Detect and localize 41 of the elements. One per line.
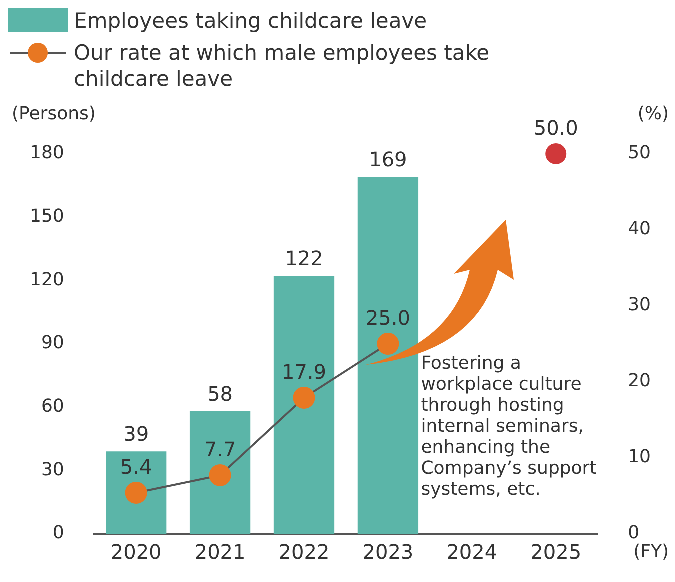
x-tick-label: 2021 — [194, 540, 246, 564]
data-label: 17.9 — [282, 360, 327, 384]
data-label: 39 — [124, 422, 150, 446]
annotation: Fostering a workplace culture through hosting internal seminars, enhancing the Company’s support systems, etc. — [421, 353, 597, 500]
x-tick-label: 2023 — [362, 540, 414, 564]
data-label: 5.4 — [120, 455, 152, 480]
legend-label: Our rate at which male employees take childcare leave — [74, 40, 491, 92]
bar — [106, 452, 167, 534]
bar — [190, 412, 251, 534]
y2-tick-label: 40 — [628, 218, 651, 240]
x-tick-label: 2024 — [446, 540, 498, 564]
point — [546, 144, 567, 164]
y-tick-label: 30 — [41, 459, 64, 480]
data-label: 169 — [369, 147, 408, 172]
y2-tick-label: 10 — [628, 446, 651, 468]
y2-tick-label: 50 — [628, 142, 651, 164]
point — [377, 333, 400, 355]
y-tick-label: 120 — [30, 269, 64, 290]
y-axis-title: (Persons) — [12, 104, 96, 125]
bar — [274, 276, 335, 534]
y2-tick-label: 30 — [628, 294, 651, 316]
point — [209, 464, 232, 486]
data-label: 50.0 — [534, 116, 578, 140]
y-tick-label: 150 — [30, 206, 64, 228]
y-tick-label: 0 — [52, 522, 64, 544]
data-label: 122 — [285, 246, 324, 271]
x-tick-label: 2025 — [530, 540, 582, 564]
y2-axis-title: (%) — [638, 104, 669, 125]
y-tick-label: 60 — [41, 396, 64, 418]
x-tick-label: 2022 — [278, 540, 330, 564]
data-label: 58 — [208, 382, 234, 406]
legend-label: Employees taking childcare leave — [74, 8, 428, 34]
x-axis-title: (FY) — [634, 542, 669, 563]
data-label: 25.0 — [366, 306, 410, 330]
point — [293, 386, 316, 409]
y-tick-label: 180 — [30, 142, 64, 164]
x-tick-label: 2020 — [110, 540, 162, 564]
y2-tick-label: 0 — [628, 522, 640, 544]
y2-tick-label: 20 — [628, 370, 651, 392]
data-label: 7.7 — [204, 438, 236, 462]
y-tick-label: 90 — [41, 332, 64, 354]
